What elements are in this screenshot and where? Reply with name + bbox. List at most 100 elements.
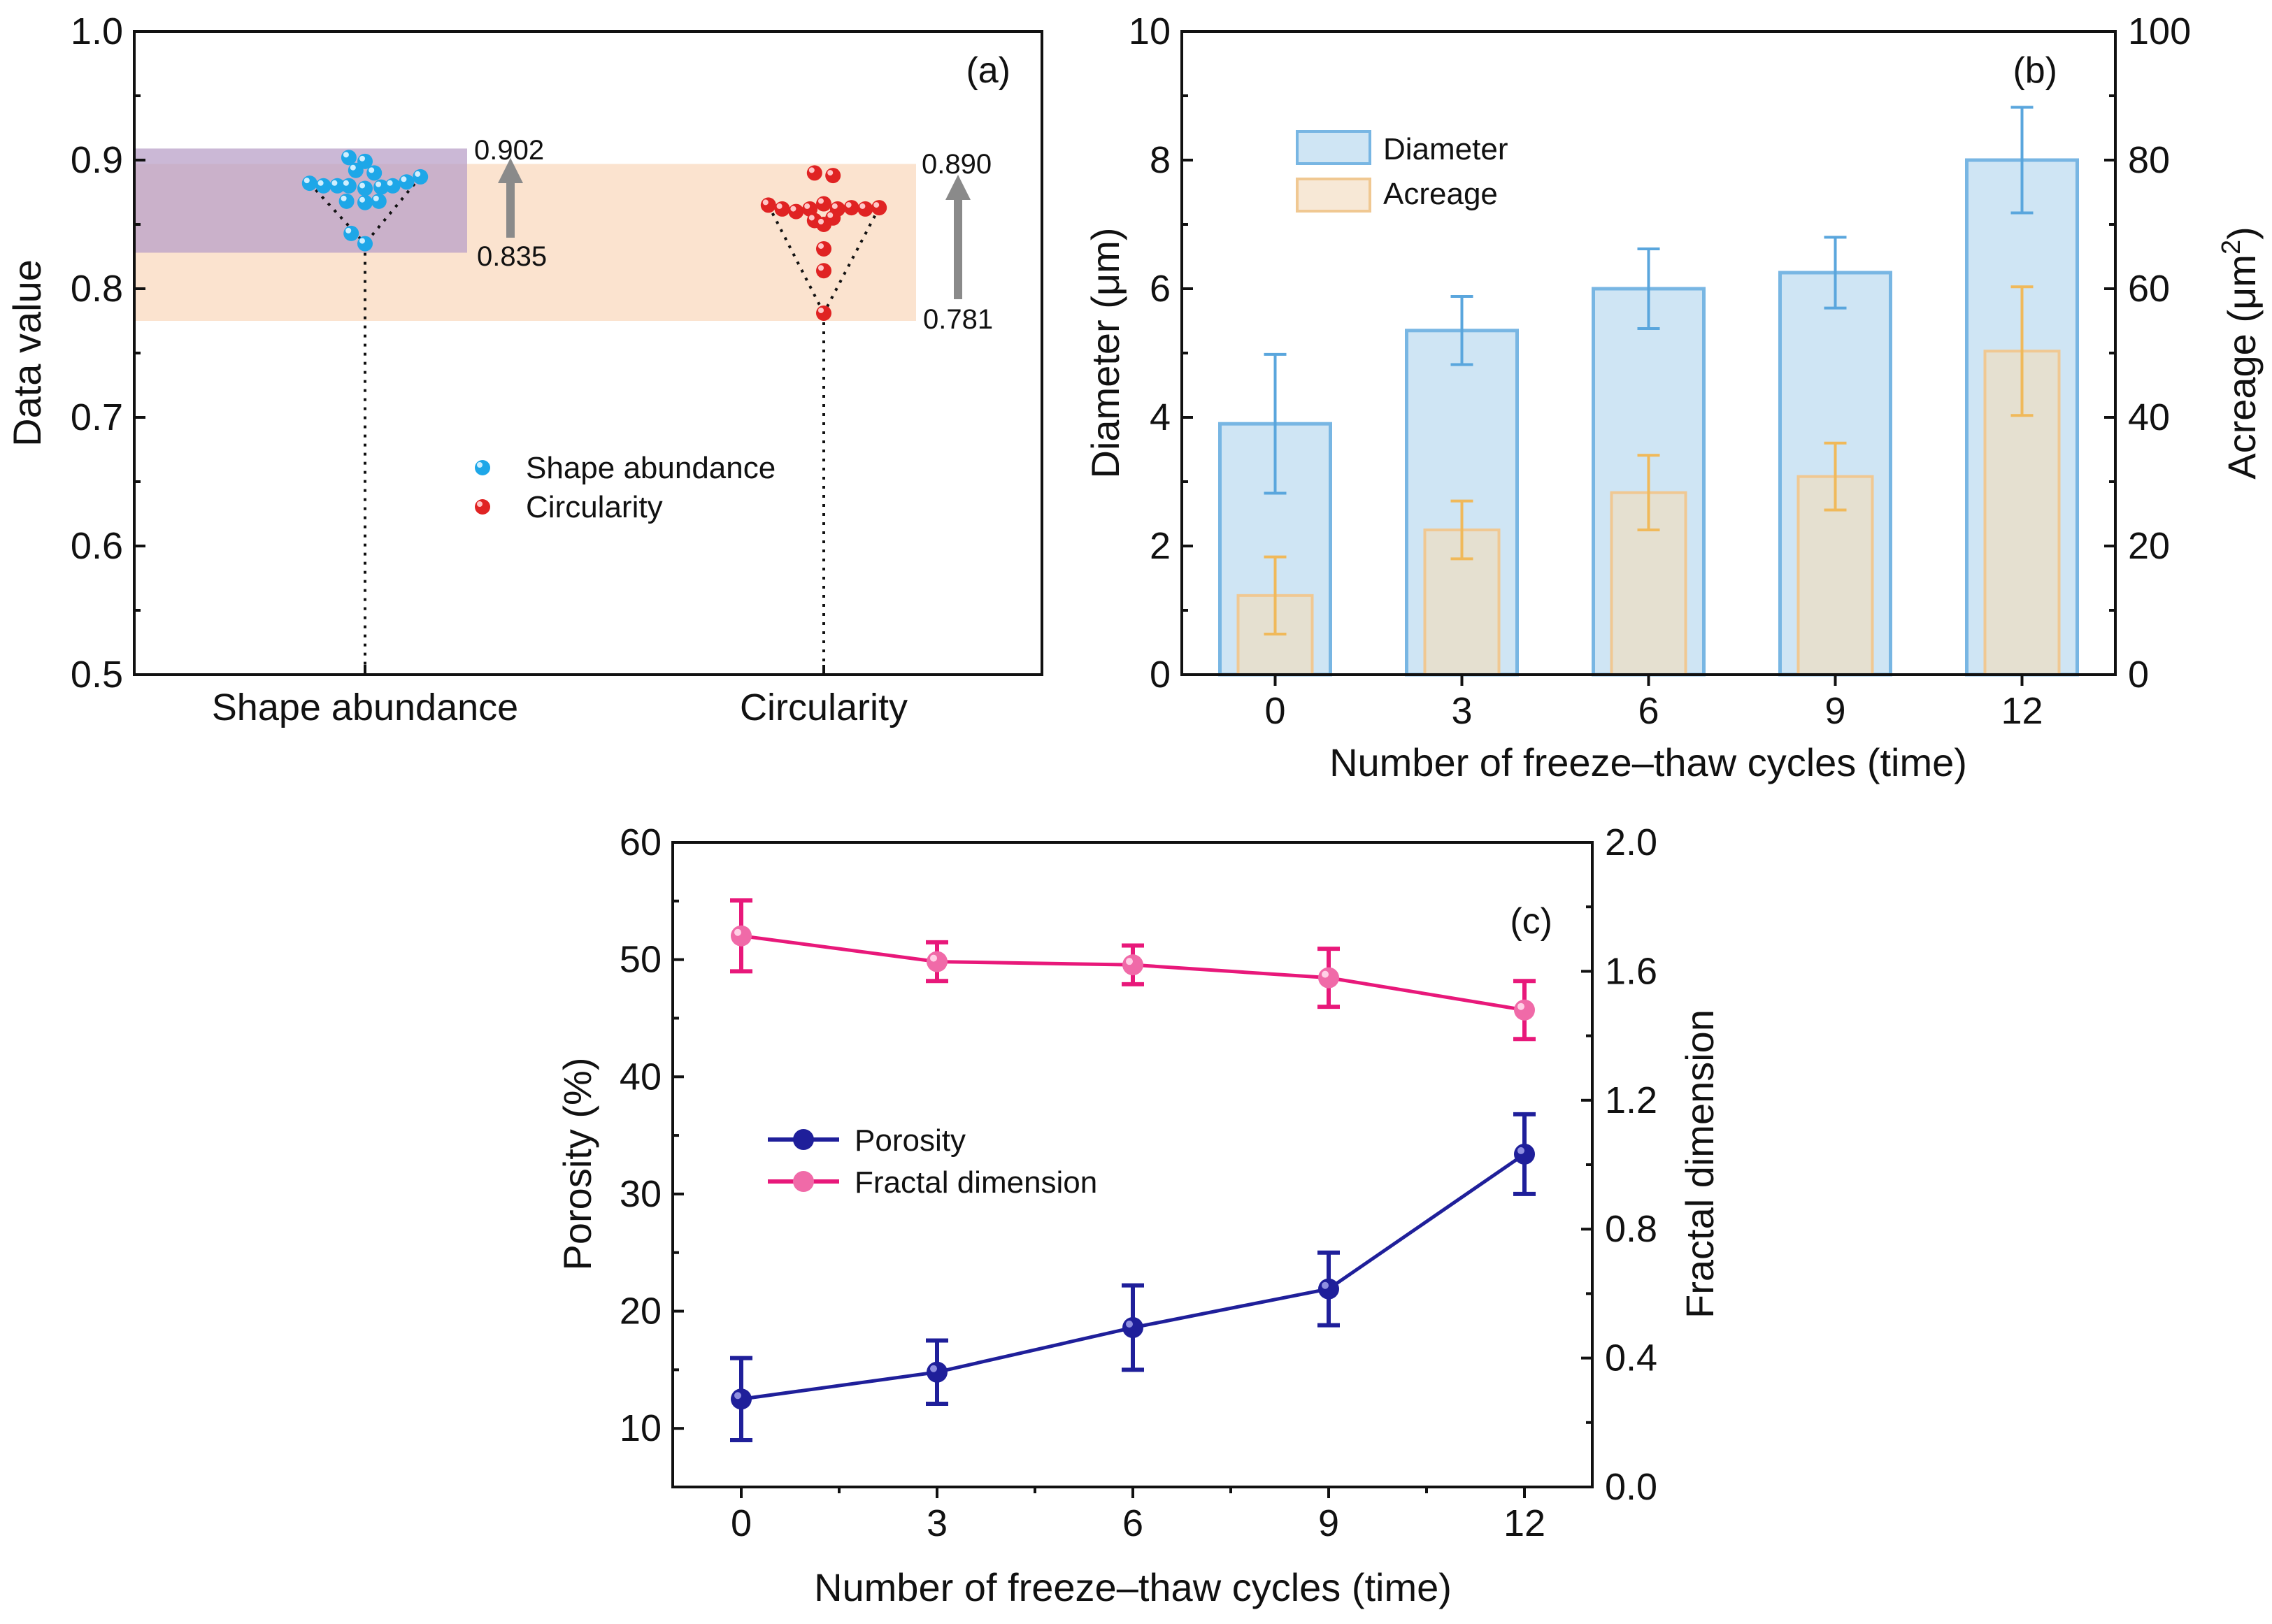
a-ytick-label: 0.5 [71, 654, 123, 696]
point-fractal-6 [1122, 954, 1143, 976]
point-fractal-0 [731, 925, 752, 947]
c-xtick-label: 9 [1318, 1502, 1339, 1544]
point-shape-abundance-16 [371, 193, 387, 209]
c-y2tick-label: 1.6 [1605, 950, 1657, 992]
c-ytick-label: 40 [620, 1056, 662, 1098]
min-label-shape-abundance: 0.835 [477, 241, 547, 272]
errorbar-diameter-12 [2010, 106, 2034, 215]
c-y2tick-label: 0.8 [1605, 1208, 1657, 1250]
panel-c: 10 20 30 40 50 60 0.0 0.4 0.8 1.2 1.6 2.0 0 3 6 9 12 Por… [555, 821, 1722, 1609]
legend-label-fractal: Fractal dimension [855, 1165, 1097, 1200]
point-shape-abundance-1 [301, 175, 317, 192]
point-circularity-3 [788, 203, 804, 220]
c-ytick-label: 50 [620, 939, 662, 981]
point-shape-abundance-17 [343, 225, 359, 241]
legend-swatch-diameter [1296, 130, 1371, 165]
legend-label-shape-abundance: Shape abundance [526, 451, 776, 485]
panel-c-xlabel: Number of freeze–thaw cycles (time) [814, 1565, 1452, 1609]
point-shape-abundance-3 [329, 178, 345, 194]
errorbar-diameter-9 [1824, 236, 1847, 310]
c-xtick-label: 0 [731, 1502, 752, 1544]
panel-a-category-2: Circularity [740, 687, 908, 728]
panel-a-legend: Shape abundance Circularity [475, 451, 776, 524]
legend-label-diameter: Diameter [1383, 132, 1508, 166]
min-label-circularity: 0.781 [923, 304, 993, 335]
point-shape-abundance-18 [357, 236, 373, 252]
point-shape-abundance-7 [385, 178, 401, 194]
b-y2tick-label: 100 [2128, 10, 2191, 52]
point-porosity-12 [1514, 1143, 1535, 1165]
point-fractal-3 [927, 951, 948, 972]
point-circularity-10 [806, 165, 822, 181]
point-circularity-14 [825, 210, 841, 226]
panel-a-category-1: Shape abundance [212, 687, 518, 728]
c-ytick-label: 60 [620, 821, 662, 863]
b-y2tick-label: 80 [2128, 139, 2170, 181]
c-xtick-label: 3 [927, 1502, 948, 1544]
legend-label-porosity: Porosity [855, 1123, 966, 1158]
b-ytick-label: 8 [1150, 139, 1171, 181]
panel-a-annotations: 0.902 0.835 0.890 0.781 [474, 135, 993, 335]
point-fractal-12 [1514, 999, 1535, 1021]
point-circularity-7 [843, 200, 859, 216]
point-circularity-9 [871, 200, 887, 216]
point-circularity-17 [816, 305, 831, 321]
max-label-shape-abundance: 0.902 [474, 135, 544, 166]
a-ytick-label: 0.9 [71, 139, 123, 181]
point-shape-abundance-15 [357, 194, 373, 210]
a-ytick-label: 0.8 [71, 268, 123, 310]
point-shape-abundance-13 [366, 165, 383, 181]
panel-c-tag: (c) [1510, 901, 1552, 942]
point-shape-abundance-6 [373, 179, 390, 195]
panel-a-ylabel: Data value [5, 259, 49, 447]
b-xtick-label: 0 [1264, 690, 1285, 732]
legend-marker-fractal [793, 1171, 814, 1192]
panel-b-ylabel2-end: ) [2220, 227, 2264, 240]
point-circularity-1 [760, 197, 776, 213]
b-y2tick-label: 40 [2128, 396, 2170, 438]
point-porosity-6 [1122, 1317, 1143, 1339]
panel-b-ylabel2-main: Acreage (μm [2220, 254, 2264, 480]
c-ytick-label: 10 [620, 1407, 662, 1449]
point-circularity-5 [816, 196, 831, 212]
c-ytick-label: 30 [620, 1173, 662, 1215]
panel-a: 0.5 0.6 0.7 0.8 0.9 1.0 Data value Shape abun… [5, 10, 1043, 728]
range-arrow-circularity [945, 175, 971, 299]
errorbar-acreage-9 [1824, 441, 1847, 512]
a-ytick-label: 0.6 [71, 525, 123, 567]
point-circularity-15 [816, 240, 831, 257]
a-ytick-label: 1.0 [71, 10, 123, 52]
panel-b-tag: (b) [2013, 50, 2057, 91]
point-porosity-9 [1318, 1278, 1339, 1300]
point-circularity-11 [825, 168, 841, 184]
panel-c-ylabel: Porosity (%) [555, 1058, 599, 1271]
point-circularity-16 [816, 263, 831, 279]
point-porosity-0 [731, 1388, 752, 1410]
errorbar-acreage-0 [1264, 555, 1287, 636]
b-ytick-label: 6 [1150, 268, 1171, 310]
b-ytick-label: 4 [1150, 396, 1171, 438]
b-xtick-label: 6 [1638, 690, 1659, 732]
panel-b-ylabel2: Acreage (μm2) [2217, 227, 2264, 480]
c-y2tick-label: 0.4 [1605, 1337, 1657, 1379]
legend-swatch-acreage [1296, 178, 1371, 213]
point-shape-abundance-2 [315, 178, 331, 194]
band-shape-abundance-range [134, 148, 467, 253]
panel-b-ylabel2-sup: 2 [2217, 240, 2246, 254]
b-xtick-label: 12 [2001, 690, 2043, 732]
errorbar-acreage-6 [1637, 454, 1660, 531]
c-ytick-label: 20 [620, 1291, 662, 1332]
c-y2tick-label: 1.2 [1605, 1079, 1657, 1121]
guide-left-2 [767, 204, 825, 314]
point-shape-abundance-14 [338, 193, 355, 209]
errorbar-diameter-6 [1637, 247, 1660, 331]
legend-label-circularity: Circularity [526, 490, 663, 524]
point-circularity-4 [802, 201, 818, 217]
point-circularity-2 [774, 201, 790, 217]
panel-b-xlabel: Number of freeze–thaw cycles (time) [1329, 740, 1967, 784]
panel-b-legend: Diameter Acreage [1296, 130, 1508, 213]
point-shape-abundance-4 [341, 178, 357, 194]
legend-marker-circularity [475, 499, 490, 515]
c-y2tick-label: 0.0 [1605, 1466, 1657, 1508]
